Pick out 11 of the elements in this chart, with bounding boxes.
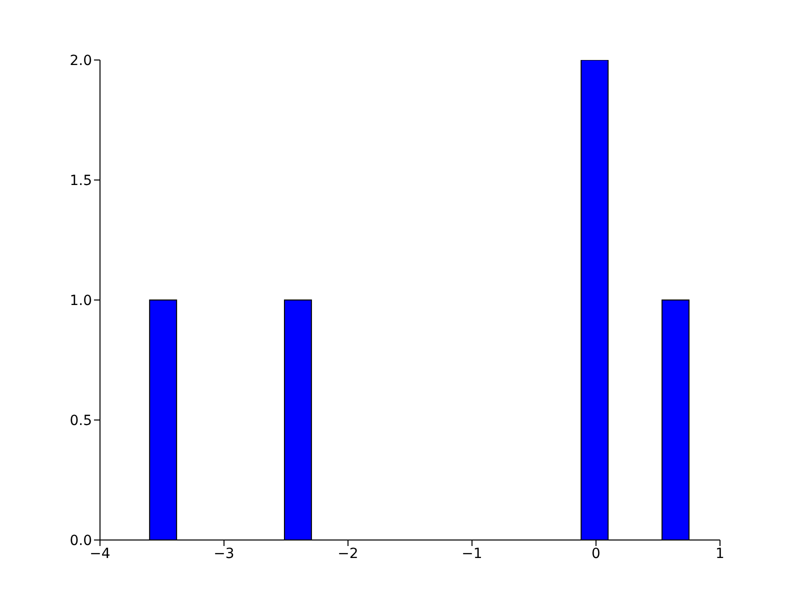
x-tick-label: 0: [592, 546, 600, 562]
y-tick-label: 0.0: [70, 532, 92, 549]
y-tick-label: 2.0: [70, 52, 92, 69]
y-tick-label: 0.5: [70, 412, 92, 429]
x-tick-label: 1: [716, 546, 724, 562]
y-tick-label: 1.0: [70, 292, 92, 309]
x-tick-label: −1: [462, 546, 482, 562]
x-tick-label: −3: [214, 546, 234, 562]
x-tick-label: −2: [338, 546, 358, 562]
y-tick-label: 1.5: [70, 172, 92, 189]
x-tick-label: −4: [90, 546, 110, 562]
